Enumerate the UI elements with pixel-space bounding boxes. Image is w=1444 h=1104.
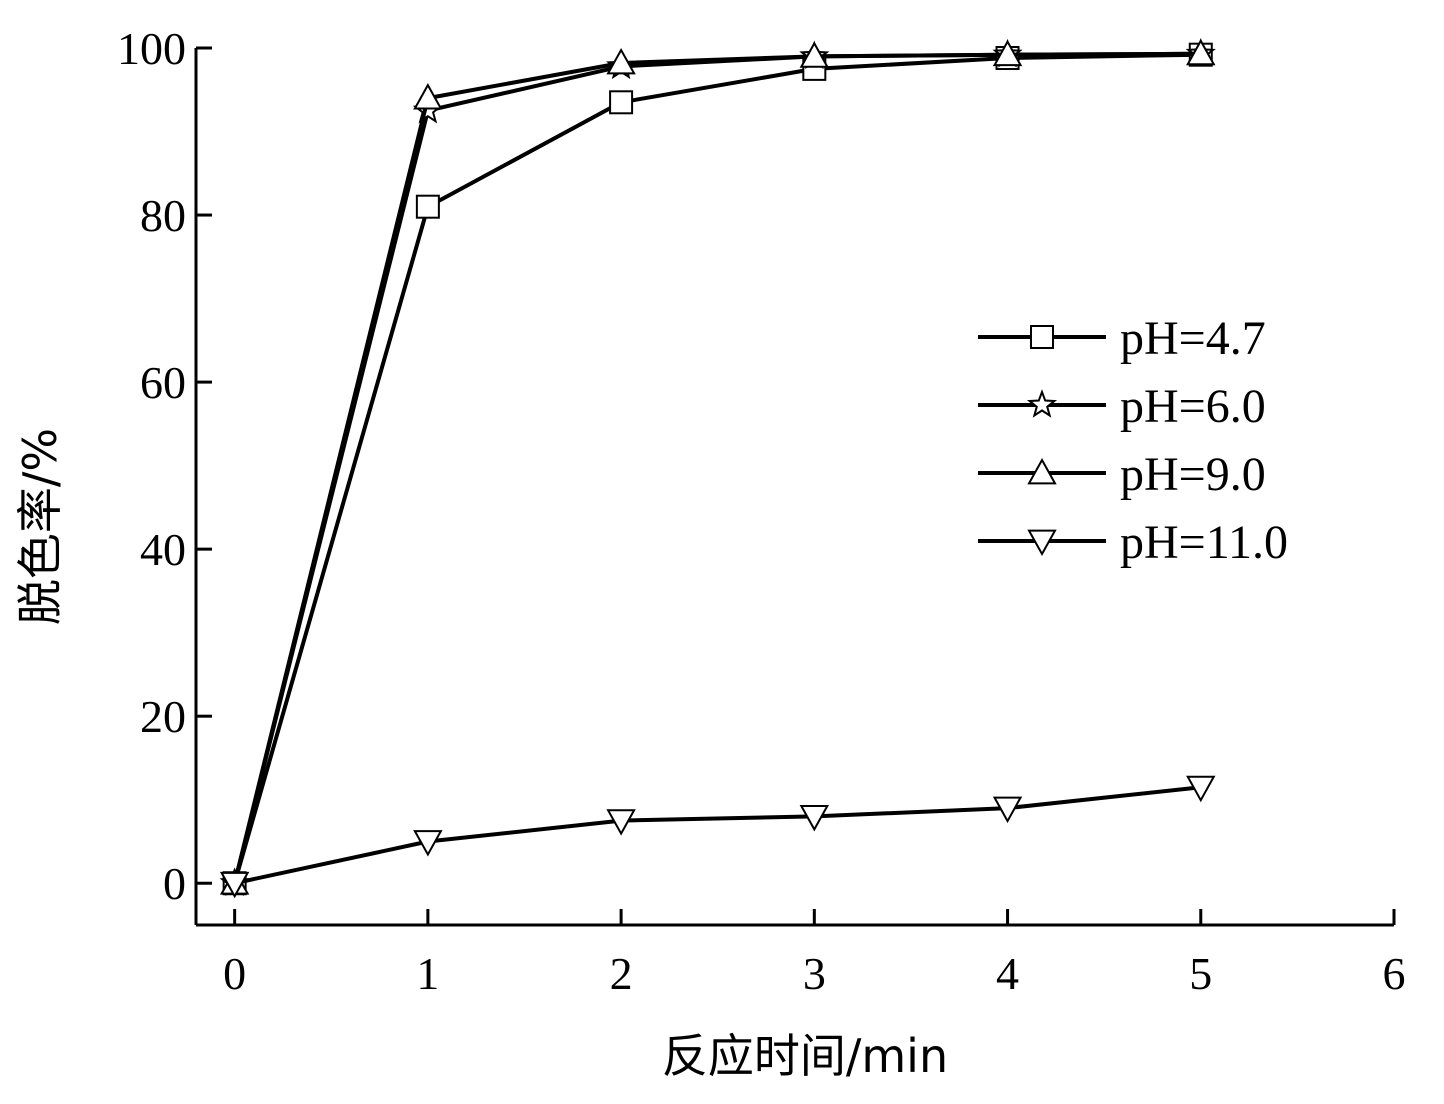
data-point <box>609 90 634 115</box>
x-tick-label: 4 <box>996 948 1019 999</box>
legend-item: pH=9.0 <box>978 448 1266 501</box>
y-axis-title: 脱色率/% <box>13 428 67 625</box>
legend-item: pH=6.0 <box>978 380 1266 433</box>
series-pH-6-0 <box>219 38 1216 897</box>
data-point <box>992 39 1023 67</box>
series-pH-11-0 <box>219 775 1216 899</box>
x-tick-label: 2 <box>610 948 633 999</box>
series-line <box>232 52 1201 884</box>
data-point <box>413 83 443 110</box>
x-tick-label: 1 <box>416 948 439 999</box>
legend-marker <box>1030 325 1054 349</box>
y-tick-label: 20 <box>140 691 186 742</box>
series-line <box>234 785 1202 886</box>
legend-item: pH=4.7 <box>978 312 1266 365</box>
legend-marker <box>1027 529 1057 557</box>
data-point <box>992 796 1023 824</box>
legend-item: pH=11.0 <box>978 516 1288 569</box>
x-tick-label: 5 <box>1189 948 1212 999</box>
legend-label: pH=11.0 <box>1120 516 1288 569</box>
legend-marker <box>1027 457 1057 485</box>
x-axis-title: 反应时间/min <box>662 1029 948 1083</box>
series-pH-9-0 <box>219 38 1216 895</box>
series-layer <box>219 38 1216 899</box>
x-tick-label: 3 <box>803 948 826 999</box>
y-tick-label: 80 <box>140 190 186 241</box>
y-tick-label: 40 <box>140 524 186 575</box>
data-point <box>799 41 830 68</box>
y-tick-label: 100 <box>117 23 186 74</box>
data-point <box>413 830 443 857</box>
data-point <box>799 805 830 832</box>
data-point <box>1186 38 1216 66</box>
data-point <box>606 47 636 75</box>
data-point <box>219 871 250 899</box>
series-pH-4-7 <box>222 42 1213 896</box>
legend-label: pH=6.0 <box>1120 380 1266 433</box>
series-line <box>232 51 1201 884</box>
legend-marker <box>1026 389 1058 418</box>
series-line <box>232 51 1201 884</box>
y-tick-label: 0 <box>163 858 186 909</box>
legend: pH=4.7 pH=6.0 pH=9.0 pH=11.0 <box>978 312 1288 569</box>
x-tick-label: 0 <box>223 948 246 999</box>
legend-label: pH=4.7 <box>1120 312 1266 365</box>
legend-label: pH=9.0 <box>1120 448 1266 501</box>
data-point <box>1186 775 1216 803</box>
data-point <box>606 809 636 836</box>
y-tick-label: 60 <box>140 357 186 408</box>
x-tick-label: 6 <box>1383 948 1406 999</box>
data-point <box>415 194 440 219</box>
